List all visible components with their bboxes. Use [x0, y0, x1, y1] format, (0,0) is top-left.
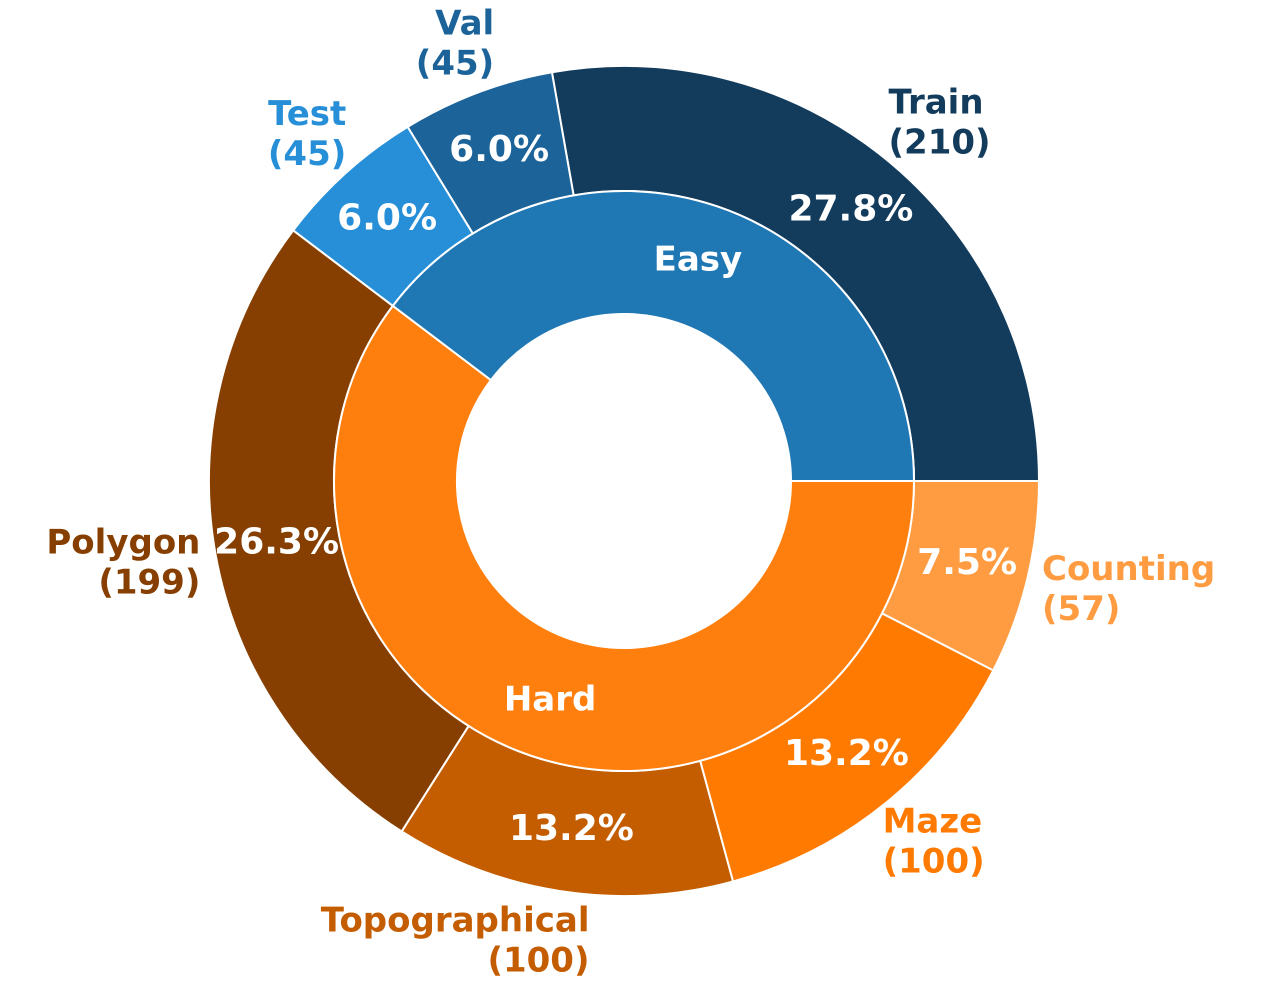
- count-label-polygon: (199): [98, 562, 200, 602]
- inner-ring: [333, 190, 916, 772]
- category-label-test: Test: [268, 94, 346, 134]
- count-label-val: (45): [416, 44, 494, 84]
- category-label-train: Train: [889, 83, 984, 123]
- category-label-polygon: Polygon: [46, 522, 200, 562]
- count-label-test: (45): [268, 134, 346, 174]
- percent-label-maze: 13.2%: [784, 733, 909, 774]
- count-label-train: (210): [889, 123, 991, 163]
- count-label-topographical: (100): [487, 940, 589, 980]
- percent-label-test: 6.0%: [337, 197, 437, 238]
- outer-ring: [208, 65, 1041, 897]
- percent-label-train: 27.8%: [788, 189, 913, 230]
- group-label-hard: Hard: [504, 679, 597, 719]
- category-label-counting: Counting: [1042, 549, 1215, 589]
- percent-label-counting: 7.5%: [917, 542, 1017, 583]
- group-label-easy: Easy: [654, 240, 743, 280]
- chart-labels: 27.8%Train(210)6.0%Val(45)6.0%Test(45)26…: [46, 4, 1215, 981]
- category-label-topographical: Topographical: [321, 900, 590, 940]
- count-label-maze: (100): [883, 841, 985, 881]
- category-label-maze: Maze: [883, 801, 983, 841]
- slice-easy: [391, 190, 916, 482]
- slice-hard: [333, 304, 916, 772]
- percent-label-val: 6.0%: [449, 129, 549, 170]
- category-label-val: Val: [435, 4, 494, 44]
- count-label-counting: (57): [1042, 589, 1120, 629]
- percent-label-topographical: 13.2%: [509, 808, 634, 849]
- percent-label-polygon: 26.3%: [214, 522, 339, 563]
